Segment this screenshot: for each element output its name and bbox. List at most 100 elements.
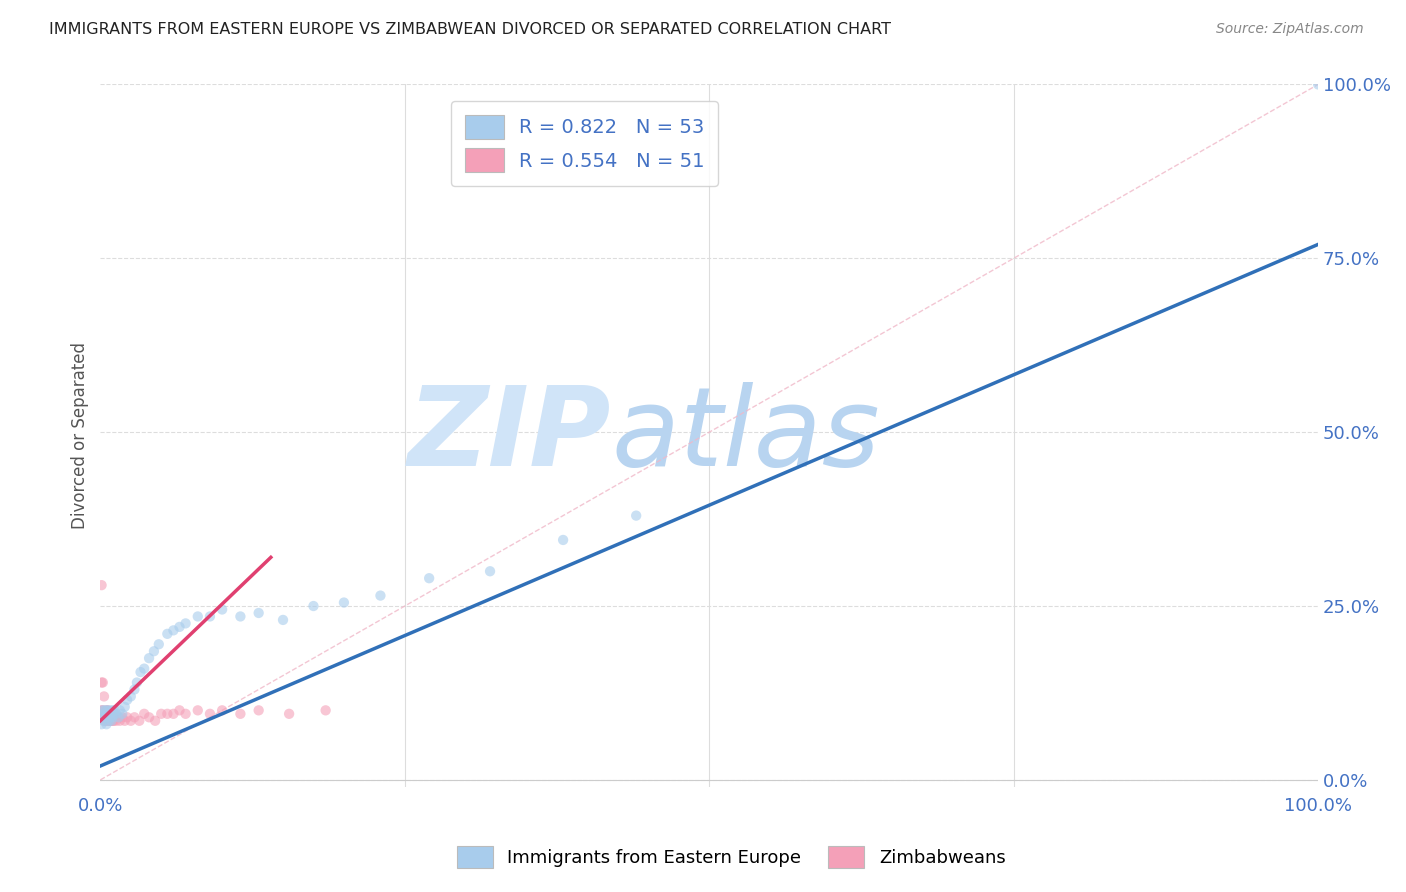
Point [101, 703, 124, 717]
Point [91, 675, 114, 690]
Point [138, 710, 160, 724]
Point [278, 706, 301, 721]
Point [90, 717, 112, 731]
Point [100, 714, 122, 728]
Point [302, 599, 325, 613]
Point [91, 703, 114, 717]
Point [134, 662, 156, 676]
Point [105, 706, 128, 721]
Point [97, 714, 120, 728]
Point [94, 710, 117, 724]
Point [129, 665, 152, 679]
Point [124, 710, 146, 724]
Point [107, 710, 129, 724]
Point [1308, 78, 1330, 92]
Point [108, 703, 131, 717]
Point [247, 606, 270, 620]
Point [91, 710, 114, 724]
Point [101, 710, 124, 724]
Point [90, 675, 112, 690]
Point [97, 714, 120, 728]
Point [198, 706, 221, 721]
Point [96, 710, 118, 724]
Point [94, 710, 117, 724]
Point [229, 706, 252, 721]
Point [114, 714, 136, 728]
Point [128, 714, 150, 728]
Point [115, 710, 138, 724]
Legend: R = 0.822   N = 53, R = 0.554   N = 51: R = 0.822 N = 53, R = 0.554 N = 51 [451, 101, 718, 186]
Point [90, 710, 112, 724]
Text: IMMIGRANTS FROM EASTERN EUROPE VS ZIMBABWEAN DIVORCED OR SEPARATED CORRELATION C: IMMIGRANTS FROM EASTERN EUROPE VS ZIMBAB… [49, 22, 891, 37]
Point [97, 703, 120, 717]
Point [93, 710, 115, 724]
Point [174, 616, 197, 631]
Point [104, 703, 127, 717]
Point [198, 609, 221, 624]
Point [169, 620, 191, 634]
Point [418, 571, 440, 585]
Point [120, 714, 142, 728]
Point [107, 710, 129, 724]
Point [91, 703, 114, 717]
Text: Source: ZipAtlas.com: Source: ZipAtlas.com [1216, 22, 1364, 37]
Point [94, 703, 117, 717]
Point [211, 703, 233, 717]
Point [97, 710, 120, 724]
Point [96, 717, 118, 731]
Point [333, 595, 356, 609]
Point [115, 693, 138, 707]
Point [104, 710, 127, 724]
Point [138, 651, 160, 665]
Point [142, 644, 165, 658]
Point [96, 710, 118, 724]
Point [162, 624, 184, 638]
Point [174, 706, 197, 721]
Point [143, 714, 166, 728]
Point [111, 710, 134, 724]
Point [97, 706, 120, 721]
Point [94, 714, 117, 728]
Point [134, 706, 156, 721]
Point [100, 706, 122, 721]
Point [624, 508, 647, 523]
Point [97, 706, 120, 721]
Point [97, 703, 120, 717]
Point [98, 710, 121, 724]
Point [553, 533, 575, 547]
Point [103, 714, 125, 728]
Point [93, 706, 115, 721]
Point [148, 637, 170, 651]
Point [124, 682, 146, 697]
Point [111, 706, 134, 721]
Point [315, 703, 337, 717]
Point [100, 710, 122, 724]
Point [479, 564, 502, 578]
Point [93, 714, 115, 728]
Point [156, 627, 179, 641]
Point [105, 714, 128, 728]
Point [370, 589, 392, 603]
Point [114, 699, 136, 714]
Point [271, 613, 294, 627]
Point [93, 690, 115, 704]
Point [187, 703, 209, 717]
Point [91, 710, 114, 724]
Point [169, 703, 191, 717]
Point [156, 706, 179, 721]
Point [98, 714, 121, 728]
Point [162, 706, 184, 721]
Point [125, 675, 148, 690]
Point [108, 714, 131, 728]
Point [100, 714, 122, 728]
Point [229, 609, 252, 624]
Point [96, 714, 118, 728]
Point [93, 714, 115, 728]
Point [101, 710, 124, 724]
Point [97, 710, 120, 724]
Point [98, 703, 121, 717]
Point [96, 703, 118, 717]
Y-axis label: Divorced or Separated: Divorced or Separated [72, 343, 89, 529]
Point [150, 706, 173, 721]
Legend: Immigrants from Eastern Europe, Zimbabweans: Immigrants from Eastern Europe, Zimbabwe… [446, 835, 1017, 879]
